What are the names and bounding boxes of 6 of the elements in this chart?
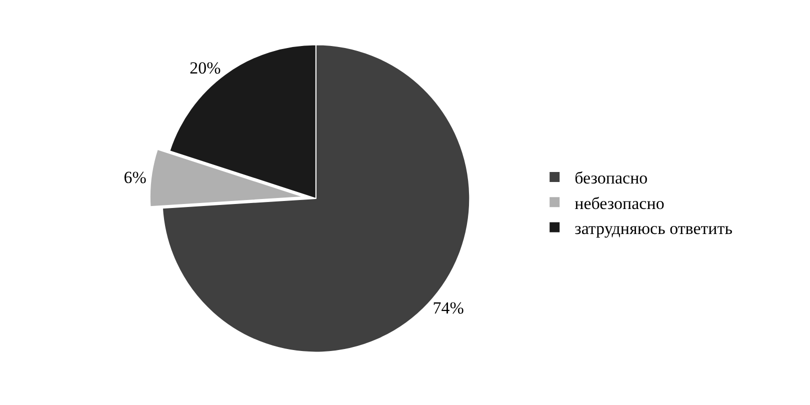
legend-label: небезопасно — [574, 194, 664, 213]
legend-label: безопасно — [574, 168, 648, 188]
data-label: 20% — [190, 58, 221, 78]
data-label: 6% — [124, 168, 146, 187]
legend-label: затрудняюсь ответить — [574, 218, 733, 238]
data-label: 74% — [432, 298, 464, 318]
